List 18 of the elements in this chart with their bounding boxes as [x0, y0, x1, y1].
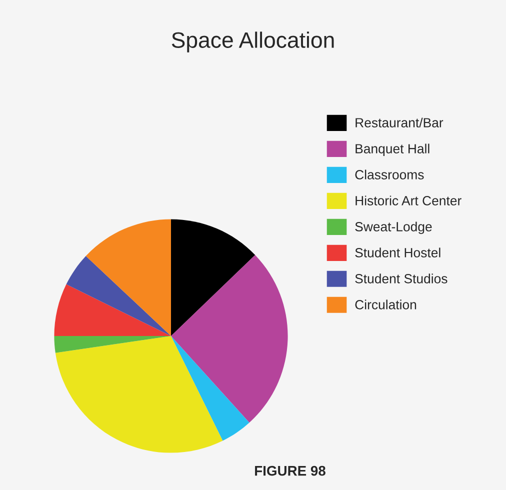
legend-label: Historic Art Center: [356, 196, 462, 206]
legend-label: Restaurant/Bar: [356, 118, 444, 128]
pie-slice: [54, 336, 171, 353]
pie-slice: [66, 256, 171, 336]
pie-slice: [86, 219, 171, 336]
pie-slice: [171, 219, 256, 336]
pie-slice: [54, 284, 171, 336]
pie-slice: [171, 336, 250, 441]
legend-label: Classrooms: [355, 170, 424, 180]
legend-label: Sweat-Lodge: [355, 222, 432, 234]
legend-label: Circulation: [355, 300, 416, 310]
legend-label: Banquet Hall: [356, 144, 430, 156]
chart-title: Space Allocation: [172, 32, 334, 52]
caption: FIGURE 98: [255, 466, 326, 476]
pie-slice: [171, 254, 288, 423]
legend-label: Student Studios: [355, 274, 448, 284]
legend-label: Student Hostel: [355, 248, 440, 258]
pie-slice: [55, 336, 223, 453]
